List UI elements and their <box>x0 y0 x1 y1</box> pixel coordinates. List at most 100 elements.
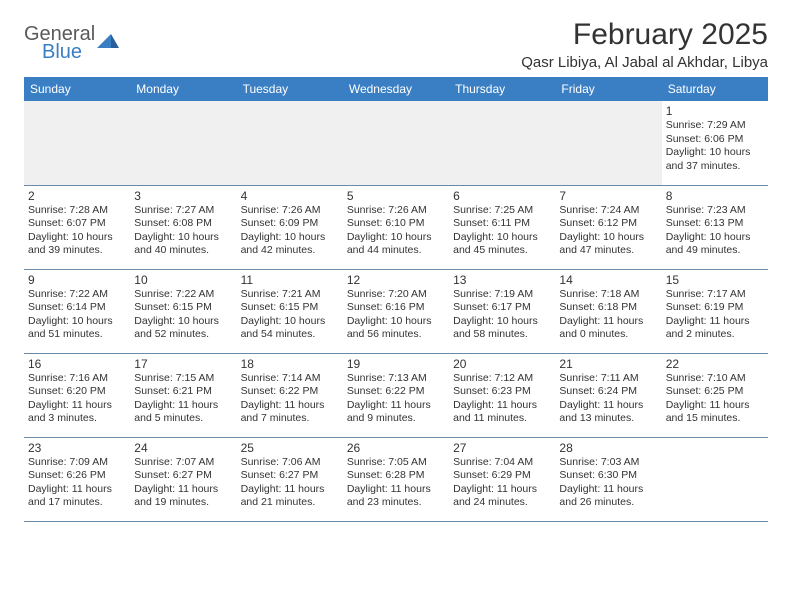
calendar-day-cell: 1Sunrise: 7:29 AMSunset: 6:06 PMDaylight… <box>662 101 768 185</box>
sunrise-line: Sunrise: 7:16 AM <box>28 372 126 386</box>
calendar-day-cell: 2Sunrise: 7:28 AMSunset: 6:07 PMDaylight… <box>24 185 130 269</box>
logo: General Blue <box>24 18 119 62</box>
sunset-line: Sunset: 6:10 PM <box>347 217 445 231</box>
sunset-line: Sunset: 6:29 PM <box>453 469 551 483</box>
daylight-line: Daylight: 11 hours and 19 minutes. <box>134 483 232 510</box>
sunset-line: Sunset: 6:24 PM <box>559 385 657 399</box>
sunrise-line: Sunrise: 7:20 AM <box>347 288 445 302</box>
sunrise-line: Sunrise: 7:25 AM <box>453 204 551 218</box>
daylight-line: Daylight: 10 hours and 37 minutes. <box>666 146 764 173</box>
daylight-line: Daylight: 10 hours and 49 minutes. <box>666 231 764 258</box>
calendar-day-cell: 7Sunrise: 7:24 AMSunset: 6:12 PMDaylight… <box>555 185 661 269</box>
daylight-line: Daylight: 11 hours and 17 minutes. <box>28 483 126 510</box>
day-number: 8 <box>666 189 764 203</box>
day-number: 25 <box>241 441 339 455</box>
daylight-line: Daylight: 10 hours and 45 minutes. <box>453 231 551 258</box>
month-title: February 2025 <box>521 18 768 52</box>
logo-word-blue: Blue <box>42 42 95 62</box>
day-number: 23 <box>28 441 126 455</box>
sunrise-line: Sunrise: 7:29 AM <box>666 119 764 133</box>
sunrise-line: Sunrise: 7:21 AM <box>241 288 339 302</box>
daylight-line: Daylight: 11 hours and 15 minutes. <box>666 399 764 426</box>
daylight-line: Daylight: 10 hours and 40 minutes. <box>134 231 232 258</box>
sunrise-line: Sunrise: 7:18 AM <box>559 288 657 302</box>
day-number: 6 <box>453 189 551 203</box>
calendar-day-cell: 24Sunrise: 7:07 AMSunset: 6:27 PMDayligh… <box>130 437 236 521</box>
day-number: 1 <box>666 104 764 118</box>
sunrise-line: Sunrise: 7:24 AM <box>559 204 657 218</box>
sunset-line: Sunset: 6:12 PM <box>559 217 657 231</box>
day-number: 9 <box>28 273 126 287</box>
sunset-line: Sunset: 6:22 PM <box>241 385 339 399</box>
calendar-day-cell: 5Sunrise: 7:26 AMSunset: 6:10 PMDaylight… <box>343 185 449 269</box>
sunrise-line: Sunrise: 7:22 AM <box>28 288 126 302</box>
calendar-day-cell: 25Sunrise: 7:06 AMSunset: 6:27 PMDayligh… <box>237 437 343 521</box>
sunrise-line: Sunrise: 7:28 AM <box>28 204 126 218</box>
daylight-line: Daylight: 10 hours and 47 minutes. <box>559 231 657 258</box>
daylight-line: Daylight: 11 hours and 23 minutes. <box>347 483 445 510</box>
sunset-line: Sunset: 6:23 PM <box>453 385 551 399</box>
sunset-line: Sunset: 6:30 PM <box>559 469 657 483</box>
calendar-day-cell: 22Sunrise: 7:10 AMSunset: 6:25 PMDayligh… <box>662 353 768 437</box>
sunrise-line: Sunrise: 7:19 AM <box>453 288 551 302</box>
day-number: 7 <box>559 189 657 203</box>
weekday-header: Wednesday <box>343 77 449 101</box>
sunset-line: Sunset: 6:13 PM <box>666 217 764 231</box>
sunset-line: Sunset: 6:15 PM <box>241 301 339 315</box>
calendar-day-cell: 4Sunrise: 7:26 AMSunset: 6:09 PMDaylight… <box>237 185 343 269</box>
sunset-line: Sunset: 6:21 PM <box>134 385 232 399</box>
sunrise-line: Sunrise: 7:26 AM <box>241 204 339 218</box>
daylight-line: Daylight: 11 hours and 26 minutes. <box>559 483 657 510</box>
calendar-day-cell <box>130 101 236 185</box>
calendar-day-cell <box>343 101 449 185</box>
weekday-header: Tuesday <box>237 77 343 101</box>
calendar-day-cell: 28Sunrise: 7:03 AMSunset: 6:30 PMDayligh… <box>555 437 661 521</box>
sunset-line: Sunset: 6:27 PM <box>241 469 339 483</box>
weekday-header: Monday <box>130 77 236 101</box>
logo-text: General Blue <box>24 24 95 62</box>
sunset-line: Sunset: 6:06 PM <box>666 133 764 147</box>
daylight-line: Daylight: 10 hours and 56 minutes. <box>347 315 445 342</box>
sunrise-line: Sunrise: 7:07 AM <box>134 456 232 470</box>
sunset-line: Sunset: 6:07 PM <box>28 217 126 231</box>
day-number: 21 <box>559 357 657 371</box>
sunset-line: Sunset: 6:28 PM <box>347 469 445 483</box>
calendar-day-cell: 16Sunrise: 7:16 AMSunset: 6:20 PMDayligh… <box>24 353 130 437</box>
calendar-day-cell: 3Sunrise: 7:27 AMSunset: 6:08 PMDaylight… <box>130 185 236 269</box>
calendar-day-cell: 20Sunrise: 7:12 AMSunset: 6:23 PMDayligh… <box>449 353 555 437</box>
calendar-day-cell: 13Sunrise: 7:19 AMSunset: 6:17 PMDayligh… <box>449 269 555 353</box>
calendar-day-cell: 8Sunrise: 7:23 AMSunset: 6:13 PMDaylight… <box>662 185 768 269</box>
calendar-day-cell: 12Sunrise: 7:20 AMSunset: 6:16 PMDayligh… <box>343 269 449 353</box>
calendar-table: SundayMondayTuesdayWednesdayThursdayFrid… <box>24 77 768 522</box>
sunset-line: Sunset: 6:18 PM <box>559 301 657 315</box>
location-text: Qasr Libiya, Al Jabal al Akhdar, Libya <box>521 54 768 71</box>
daylight-line: Daylight: 10 hours and 39 minutes. <box>28 231 126 258</box>
sunset-line: Sunset: 6:25 PM <box>666 385 764 399</box>
daylight-line: Daylight: 10 hours and 54 minutes. <box>241 315 339 342</box>
calendar-day-cell: 18Sunrise: 7:14 AMSunset: 6:22 PMDayligh… <box>237 353 343 437</box>
day-number: 10 <box>134 273 232 287</box>
daylight-line: Daylight: 11 hours and 9 minutes. <box>347 399 445 426</box>
sunrise-line: Sunrise: 7:09 AM <box>28 456 126 470</box>
daylight-line: Daylight: 11 hours and 7 minutes. <box>241 399 339 426</box>
calendar-day-cell <box>662 437 768 521</box>
day-number: 22 <box>666 357 764 371</box>
day-number: 16 <box>28 357 126 371</box>
day-number: 4 <box>241 189 339 203</box>
sunrise-line: Sunrise: 7:17 AM <box>666 288 764 302</box>
sunset-line: Sunset: 6:17 PM <box>453 301 551 315</box>
calendar-day-cell: 23Sunrise: 7:09 AMSunset: 6:26 PMDayligh… <box>24 437 130 521</box>
daylight-line: Daylight: 10 hours and 51 minutes. <box>28 315 126 342</box>
calendar-day-cell: 6Sunrise: 7:25 AMSunset: 6:11 PMDaylight… <box>449 185 555 269</box>
calendar-week-row: 23Sunrise: 7:09 AMSunset: 6:26 PMDayligh… <box>24 437 768 521</box>
daylight-line: Daylight: 11 hours and 3 minutes. <box>28 399 126 426</box>
sunrise-line: Sunrise: 7:06 AM <box>241 456 339 470</box>
daylight-line: Daylight: 11 hours and 5 minutes. <box>134 399 232 426</box>
sunset-line: Sunset: 6:14 PM <box>28 301 126 315</box>
day-number: 19 <box>347 357 445 371</box>
day-number: 2 <box>28 189 126 203</box>
sunrise-line: Sunrise: 7:27 AM <box>134 204 232 218</box>
sunrise-line: Sunrise: 7:05 AM <box>347 456 445 470</box>
calendar-week-row: 16Sunrise: 7:16 AMSunset: 6:20 PMDayligh… <box>24 353 768 437</box>
sunrise-line: Sunrise: 7:12 AM <box>453 372 551 386</box>
